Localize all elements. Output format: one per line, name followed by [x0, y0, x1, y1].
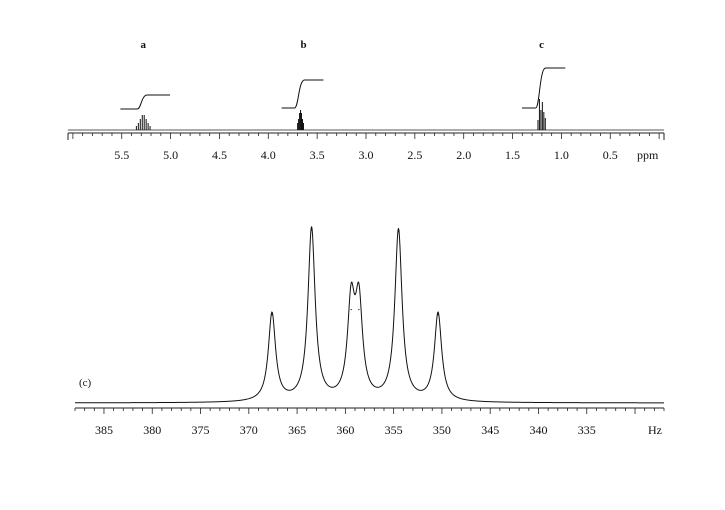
ppm-tick-label: 3.5 [310, 148, 325, 162]
ppm-tick-label: 2.0 [456, 148, 471, 162]
ppm-tick-label: 5.0 [163, 148, 178, 162]
signal-a: a [120, 39, 171, 130]
expanded-multiplet-panel: 385 380 375 370 365 360 355 350 345 340 335 Hz (c) [74, 226, 665, 437]
peak-apex [310, 229, 313, 231]
ppm-tick-label: 3.0 [359, 148, 374, 162]
panel-label: (c) [79, 377, 92, 389]
hz-tick-label: 375 [192, 423, 210, 437]
hz-tick-label: 380 [143, 423, 161, 437]
hz-tick-label: 355 [385, 423, 403, 437]
peak-label: a [140, 39, 146, 51]
hz-tick-label: 350 [433, 423, 451, 437]
peak-apex [397, 231, 400, 233]
ppm-tick-label: 5.5 [114, 148, 129, 162]
integral-trace [281, 79, 324, 109]
hz-tick-label: 345 [481, 423, 499, 437]
hz-tick-label: 360 [336, 423, 354, 437]
signal-b: b [281, 39, 324, 130]
integral-trace [120, 94, 171, 110]
hz-tick-label: 340 [529, 423, 547, 437]
peak-label: b [300, 39, 306, 51]
ppm-tick-label: 1.0 [554, 148, 569, 162]
hz-tick-label: 335 [578, 423, 596, 437]
peak-label: c [539, 39, 544, 51]
hz-tick-label: 385 [95, 423, 113, 437]
multiplet-trace [75, 226, 664, 404]
hz-tick-label: 365 [288, 423, 306, 437]
ppm-tick-label: 4.0 [261, 148, 276, 162]
peak-apex [437, 314, 439, 316]
hz-axis-label: Hz [648, 423, 662, 437]
signal-c: c [521, 39, 566, 130]
ppm-axis-label: ppm [637, 148, 659, 162]
peak-apex [358, 308, 360, 311]
ppm-tick-label: 1.5 [505, 148, 520, 162]
peak-apex [271, 314, 273, 316]
ppm-tick-label: 0.5 [603, 148, 618, 162]
hz-tick-label: 370 [240, 423, 258, 437]
ppm-tick-label: 2.5 [407, 148, 422, 162]
peak-apex [350, 308, 352, 311]
proton-nmr-spectrum-panel: 5.5 5.0 4.5 4.0 3.5 3.0 2.5 2.0 1.5 1.0 0.5 ppm a b c [67, 39, 665, 162]
ppm-tick-label: 4.5 [212, 148, 227, 162]
integral-trace [521, 67, 566, 109]
